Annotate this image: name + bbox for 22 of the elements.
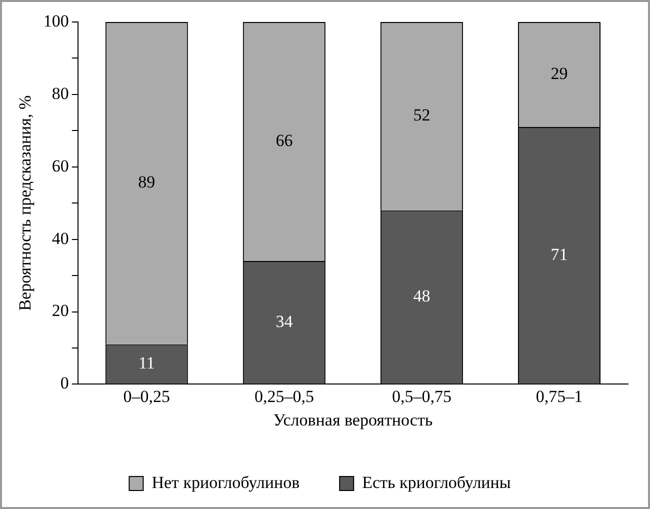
x-tick-label: 0,5–0,75: [392, 386, 452, 406]
data-label: 71: [550, 244, 568, 264]
y-tick-label: 20: [52, 301, 69, 320]
data-label: 11: [138, 354, 155, 372]
y-axis-title: Вероятность предсказания, %: [16, 95, 35, 311]
data-label: 52: [413, 106, 430, 125]
data-label: 29: [550, 64, 568, 83]
data-label: 48: [413, 286, 430, 306]
y-tick-label: 40: [52, 228, 69, 248]
y-tick-label: 100: [43, 11, 69, 30]
data-label: 66: [276, 130, 293, 150]
x-tick-label: 0,25–0,5: [254, 386, 314, 406]
legend-label: Есть криоглобулины: [362, 472, 512, 492]
y-tick-label: 0: [60, 374, 69, 393]
x-axis-title: Условная вероятность: [273, 410, 433, 430]
legend-label: Нет криоглобулинов: [152, 472, 300, 492]
x-tick-label: 0–0,25: [123, 386, 170, 406]
x-tick-label: 0,75–1: [536, 386, 583, 406]
y-tick-label: 60: [52, 156, 69, 176]
y-tick-label: 80: [52, 84, 69, 103]
data-label: 34: [276, 312, 294, 331]
data-label: 89: [138, 172, 156, 192]
